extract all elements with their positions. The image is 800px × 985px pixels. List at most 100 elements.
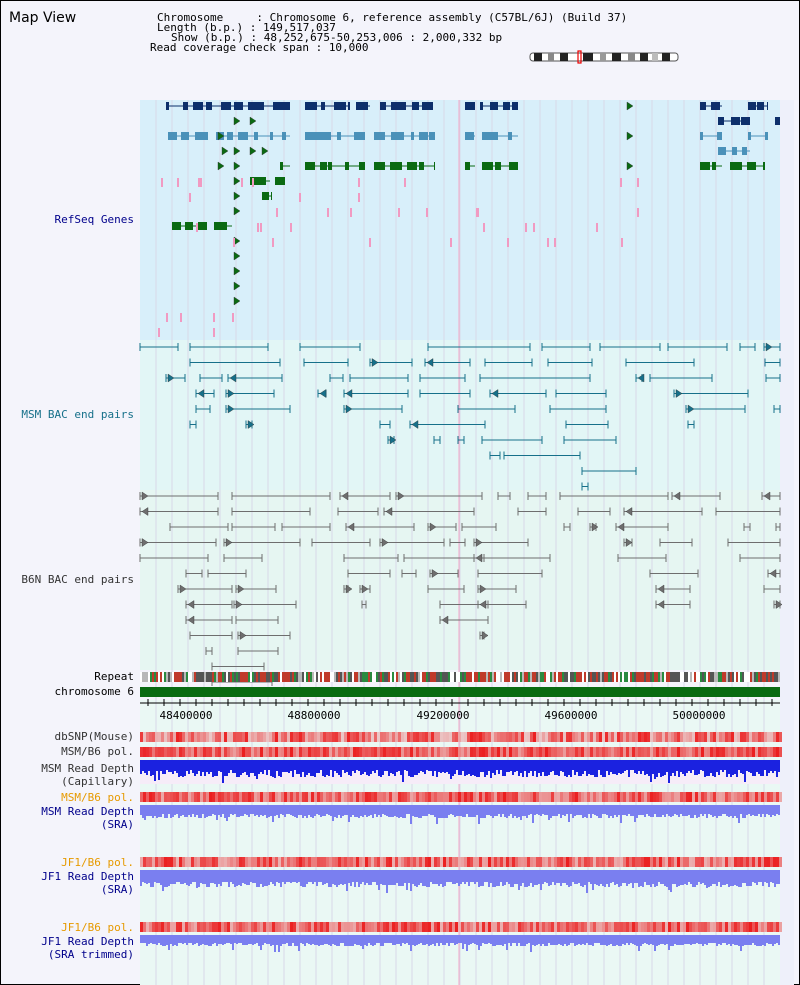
repeat-block: [334, 672, 336, 682]
jf1-depth-trim-bar: [612, 935, 614, 946]
jf1-depth-trim-bar: [694, 935, 696, 944]
b6n-bac-arrow: [385, 507, 393, 516]
track-label-b6n-bac[interactable]: B6N BAC end pairs: [21, 573, 134, 586]
msm-pol-cell: [470, 747, 473, 757]
msm-depth-sra-bar: [152, 805, 154, 818]
dbsnp-cell: [374, 732, 377, 742]
track-label-chromosome[interactable]: chromosome 6: [54, 685, 134, 698]
jf1-depth-sra-bar: [492, 870, 494, 887]
dbsnp-cell: [203, 732, 206, 742]
track-label-jf1-b6-pol-1[interactable]: JF1/B6 pol.: [61, 856, 134, 869]
b6n-bac-track[interactable]: [139, 491, 783, 686]
msm-depth-cap-bar: [274, 760, 276, 778]
jf1-pol-cell: [260, 922, 263, 932]
msm-pol-cell: [149, 792, 152, 802]
jf1-pol-cell: [767, 922, 770, 932]
repeat-block: [496, 672, 498, 682]
track-label-msm-bac[interactable]: MSM BAC end pairs: [21, 408, 134, 421]
jf1-depth-trim-bar: [482, 935, 484, 943]
dbsnp-cell: [179, 732, 182, 742]
jf1-pol-cell: [146, 857, 149, 867]
jf1-pol-cell: [350, 857, 353, 867]
msm-depth-cap-bar: [198, 760, 200, 771]
track-label-repeat[interactable]: Repeat: [94, 670, 134, 683]
track-label-refseq[interactable]: RefSeq Genes: [54, 213, 134, 226]
track-label-msm-b6-pol-2[interactable]: MSM/B6 pol.: [61, 791, 134, 804]
repeat-block: [702, 672, 704, 682]
msm-pol-cell: [557, 792, 560, 802]
jf1-pol-cell: [209, 922, 212, 932]
jf1-pol-cell: [494, 857, 497, 867]
track-label-jf1-depth-sra-1[interactable]: JF1 Read Depth: [41, 870, 134, 883]
jf1-depth-sra-bar: [454, 870, 456, 884]
jf1-pol-cell: [650, 922, 653, 932]
jf1-pol-cell: [716, 857, 719, 867]
dbsnp-cell: [560, 732, 563, 742]
jf1-pol-cell: [317, 857, 320, 867]
jf1-pol-cell: [266, 922, 269, 932]
msm-pol-cell: [602, 792, 605, 802]
repeat-block: [298, 672, 300, 682]
dbsnp-cell: [686, 732, 689, 742]
jf1-depth-sra-bar: [654, 870, 656, 887]
dbsnp-cell: [737, 732, 740, 742]
msm-pol-cell: [626, 792, 629, 802]
track-label-jf1-depth-trim-1[interactable]: JF1 Read Depth: [41, 935, 134, 948]
msm-pol-cell: [209, 747, 212, 757]
track-label-msm-depth-cap-1[interactable]: MSM Read Depth: [41, 762, 134, 775]
msm-bac-track[interactable]: [139, 342, 781, 491]
jf1-depth-sra-bar: [592, 870, 594, 890]
msm-depth-sra-bar: [386, 805, 388, 816]
gene-exon: [391, 102, 402, 110]
msm-pol-cell: [314, 747, 317, 757]
msm-depth-sra-bar: [610, 805, 612, 816]
jf1-pol-cell: [437, 857, 440, 867]
msm-pol-cell: [494, 747, 497, 757]
msm-depth-sra-bar: [604, 805, 606, 814]
repeat-block: [450, 672, 452, 682]
msm-depth-sra-bar: [434, 805, 436, 817]
jf1-depth-sra-bar: [436, 870, 438, 884]
jf1-pol-cell: [560, 922, 563, 932]
msm-pol-cell: [239, 747, 242, 757]
repeat-block: [244, 672, 246, 682]
msm-pol-cell: [446, 792, 449, 802]
repeat-track[interactable]: [140, 672, 780, 682]
jf1-pol-cell: [488, 922, 491, 932]
track-label-msm-depth-sra-1[interactable]: MSM Read Depth: [41, 805, 134, 818]
jf1-pol-cell: [170, 857, 173, 867]
msm-depth-cap-bar: [692, 760, 694, 770]
msm-depth-sra-bar: [650, 805, 652, 817]
jf1-depth-trim-bar: [184, 935, 186, 943]
jf1-depth-trim-bar: [416, 935, 418, 945]
chromosome-ideogram[interactable]: [529, 50, 679, 64]
jf1-pol-cell: [698, 922, 701, 932]
jf1-depth-trim-bar: [414, 935, 416, 946]
repeat-block: [486, 672, 488, 682]
chromosome-bar[interactable]: [140, 687, 780, 697]
dbsnp-cell: [488, 732, 491, 742]
dbsnp-cell: [215, 732, 218, 742]
msm-pol-cell: [707, 792, 710, 802]
msm-depth-sra-bar: [252, 805, 254, 814]
repeat-block: [320, 672, 322, 682]
msm-depth-sra-bar: [184, 805, 186, 817]
msm-depth-sra-bar: [494, 805, 496, 816]
msm-depth-sra-bar: [768, 805, 770, 815]
msm-depth-sra-bar: [454, 805, 456, 817]
refseq-genes-track[interactable]: [158, 101, 780, 337]
msm-depth-cap-bar: [450, 760, 452, 779]
jf1-pol-cell: [416, 857, 419, 867]
msm-depth-cap-bar: [714, 760, 716, 777]
repeat-block: [140, 672, 142, 682]
msm-depth-sra-bar: [162, 805, 164, 814]
msm-pol-cell: [452, 792, 455, 802]
track-label-dbsnp[interactable]: dbSNP(Mouse): [54, 730, 134, 743]
msm-depth-cap-bar: [456, 760, 458, 770]
jf1-depth-sra-bar: [340, 870, 342, 884]
variation-depth-tracks[interactable]: [140, 732, 782, 952]
jf1-depth-sra-bar: [228, 870, 230, 887]
track-label-jf1-b6-pol-2[interactable]: JF1/B6 pol.: [61, 921, 134, 934]
jf1-depth-trim-bar: [620, 935, 622, 946]
track-label-msm-b6-pol-1[interactable]: MSM/B6 pol.: [61, 745, 134, 758]
